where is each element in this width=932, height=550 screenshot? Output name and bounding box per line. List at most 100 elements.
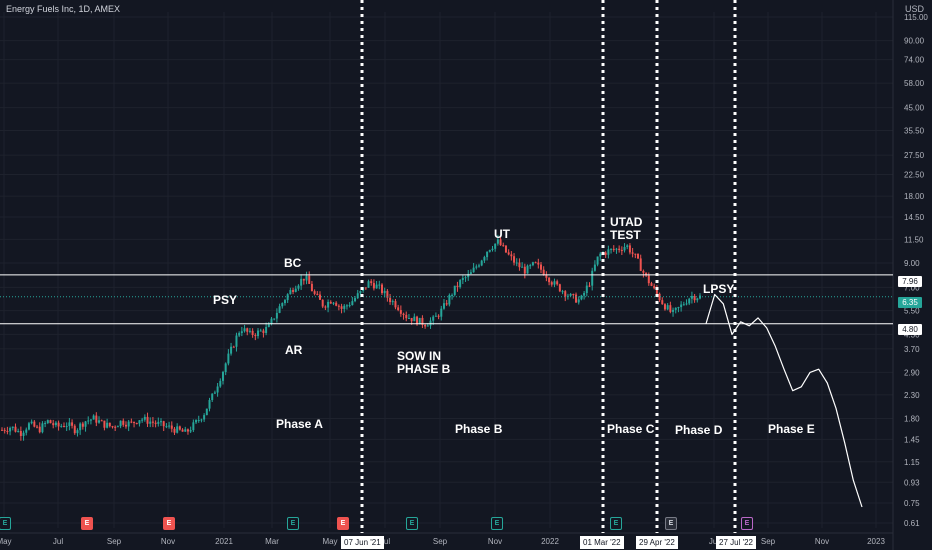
candle-body <box>410 317 413 322</box>
x-tick-label: Mar <box>265 537 279 546</box>
candle-body <box>232 346 235 348</box>
y-tick-label: 35.50 <box>904 127 925 136</box>
earnings-event-icon[interactable]: E <box>287 517 299 530</box>
candle-body <box>647 275 650 284</box>
candle-body <box>610 248 613 250</box>
ar-label: AR <box>285 343 303 357</box>
candle-body <box>160 421 163 423</box>
candle-body <box>451 294 454 296</box>
candle-body <box>22 432 25 436</box>
candle-body <box>251 330 254 336</box>
earnings-event-icon[interactable]: E <box>610 517 622 530</box>
candle-body <box>391 301 394 303</box>
earnings-event-icon[interactable]: E <box>337 517 349 530</box>
candle-body <box>577 299 580 303</box>
candle-body <box>459 280 462 287</box>
earnings-event-icon[interactable]: E <box>406 517 418 530</box>
candle-body <box>11 426 14 428</box>
candle-body <box>615 248 618 250</box>
candle-body <box>661 300 664 305</box>
candle-body <box>464 277 467 279</box>
candle-body <box>203 415 206 420</box>
candle-body <box>106 422 109 428</box>
date-marker-jul22: 27 Jul '22 <box>716 536 756 549</box>
projection-path <box>705 293 863 508</box>
candle-body <box>634 253 637 255</box>
earnings-event-icon[interactable]: E <box>741 517 753 530</box>
candle-body <box>221 372 224 381</box>
candle-body <box>57 422 60 427</box>
candle-body <box>488 249 491 252</box>
candle-body <box>545 275 548 278</box>
candle-body <box>480 260 483 266</box>
level-low-label: 4.80 <box>898 324 922 335</box>
candle-body <box>146 416 149 424</box>
earnings-event-icon[interactable]: E <box>81 517 93 530</box>
candle-body <box>421 317 424 326</box>
earnings-event-icon[interactable]: E <box>665 517 677 530</box>
candle-body <box>448 295 451 305</box>
y-tick-label: 1.15 <box>904 458 920 467</box>
earnings-event-icon[interactable]: E <box>163 517 175 530</box>
candle-body <box>432 316 435 321</box>
candle-body <box>305 275 308 281</box>
y-tick-label: 14.50 <box>904 213 925 222</box>
candle-body <box>593 264 596 271</box>
candle-body <box>521 266 524 268</box>
y-tick-label: 27.50 <box>904 151 925 160</box>
candle-body <box>572 294 575 296</box>
candle-body <box>149 421 152 424</box>
candle-body <box>693 295 696 301</box>
candle-body <box>407 317 410 319</box>
candle-body <box>653 285 656 289</box>
y-tick-label: 1.80 <box>904 414 920 423</box>
candle-body <box>36 426 39 428</box>
candle-body <box>127 421 130 427</box>
candle-body <box>332 302 335 304</box>
candle-body <box>235 335 238 347</box>
candle-body <box>278 306 281 313</box>
candle-body <box>17 430 20 432</box>
candle-body <box>345 305 348 307</box>
candle-body <box>162 421 165 427</box>
last-price-label: 6.35 <box>898 297 922 308</box>
candle-body <box>46 420 49 423</box>
candle-body <box>195 420 198 423</box>
candle-body <box>313 291 316 294</box>
candle-body <box>666 305 669 310</box>
candle-body <box>523 266 526 274</box>
candle-body <box>114 426 117 428</box>
y-tick-label: 5.50 <box>904 307 920 316</box>
candle-body <box>680 304 683 308</box>
candle-body <box>270 318 273 325</box>
candle-body <box>246 328 249 332</box>
candle-body <box>286 294 289 301</box>
bc-label: BC <box>284 256 302 270</box>
candle-body <box>213 392 216 394</box>
candle-body <box>645 272 648 276</box>
candle-body <box>302 278 305 281</box>
candle-body <box>499 239 502 246</box>
candle-body <box>151 421 154 423</box>
candle-body <box>389 297 392 303</box>
candle-body <box>25 429 28 433</box>
earnings-event-icon[interactable]: E <box>491 517 503 530</box>
candle-body <box>690 295 693 299</box>
candle-body <box>416 316 419 325</box>
candle-body <box>588 285 591 287</box>
candle-body <box>370 281 373 284</box>
candle-body <box>224 363 227 373</box>
candle-body <box>89 419 92 421</box>
candle-body <box>310 283 313 292</box>
y-tick-label: 2.30 <box>904 391 920 400</box>
candle-body <box>623 246 626 251</box>
candle-body <box>44 422 47 424</box>
candle-body <box>327 301 330 308</box>
date-marker-apr22: 29 Apr '22 <box>636 536 678 549</box>
x-tick-label: May <box>0 537 12 546</box>
earnings-event-icon[interactable]: E <box>0 517 11 530</box>
y-tick-label: 115.00 <box>904 13 928 22</box>
candle-body <box>38 426 41 433</box>
candle-body <box>591 270 594 286</box>
